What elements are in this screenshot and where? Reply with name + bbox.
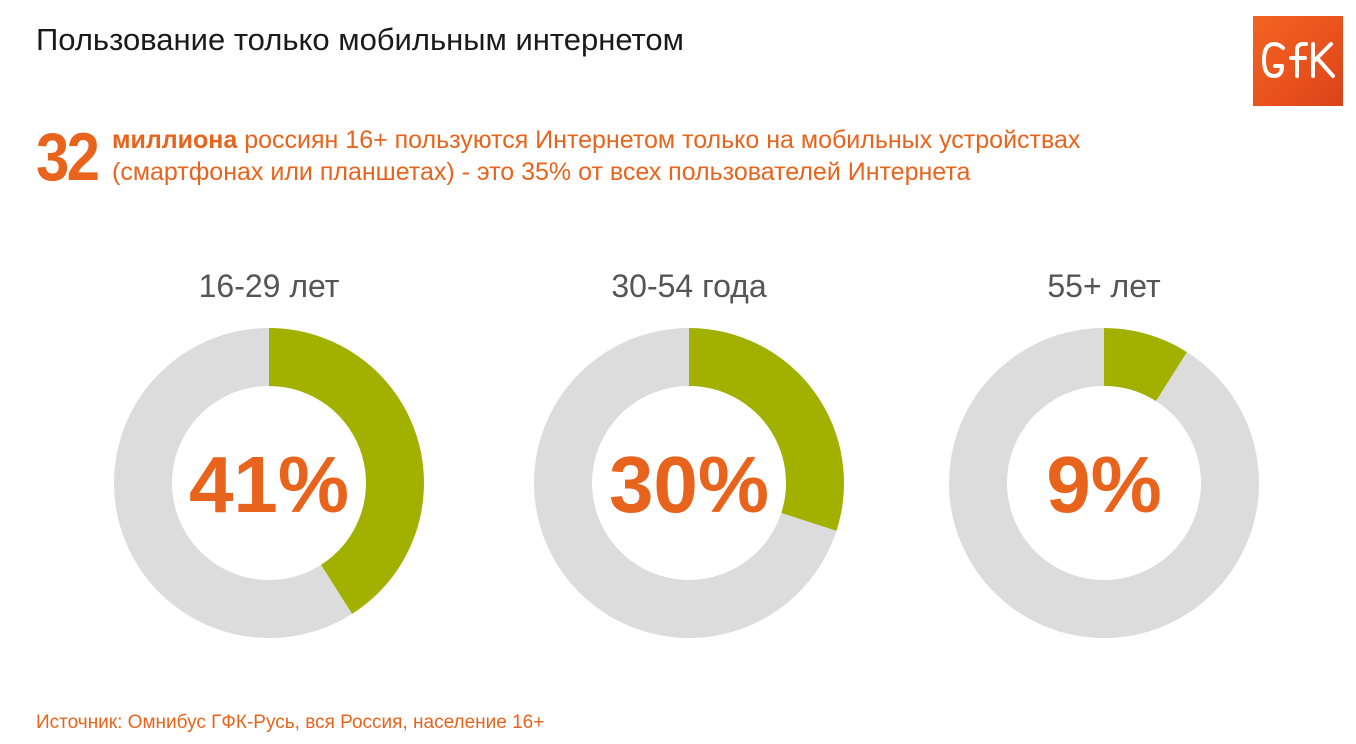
donut-3-slice-rest: [948, 328, 1259, 638]
gfk-logo-icon: [1262, 42, 1335, 78]
donut-3-title: 55+ лет: [1047, 268, 1161, 304]
donut-3-slice-mobile: [1104, 328, 1188, 402]
donut-2-slice-mobile: [689, 328, 844, 531]
donut-3-value: 9%: [1046, 440, 1162, 529]
donut-1-slice-rest: [114, 327, 353, 638]
donut-1-value: 41%: [189, 440, 349, 529]
headline-line2: (смартфонах или планшетах) - это 35% от …: [112, 158, 971, 186]
gfk-logo: [1253, 16, 1343, 106]
donut-2-slice-rest: [534, 328, 837, 638]
source-note: Источник: Омнибус ГФК-Русь, вся Россия, …: [36, 712, 545, 733]
headline-line1: россиян 16+ пользуются Интернетом только…: [237, 126, 1081, 154]
page-title: Пользование только мобильным интернетом: [36, 22, 684, 57]
donut-1-title: 16-29 лет: [199, 268, 340, 304]
headline-bold-text: миллиона: [112, 126, 238, 154]
donut-2-title: 30-54 года: [611, 268, 766, 304]
donut-2-value: 30%: [609, 440, 769, 529]
headline-number: 32: [36, 119, 100, 195]
donut-1-slice-mobile: [269, 328, 425, 614]
headline-text: миллиона россиян 16+ пользуются Интернет…: [112, 124, 1232, 188]
